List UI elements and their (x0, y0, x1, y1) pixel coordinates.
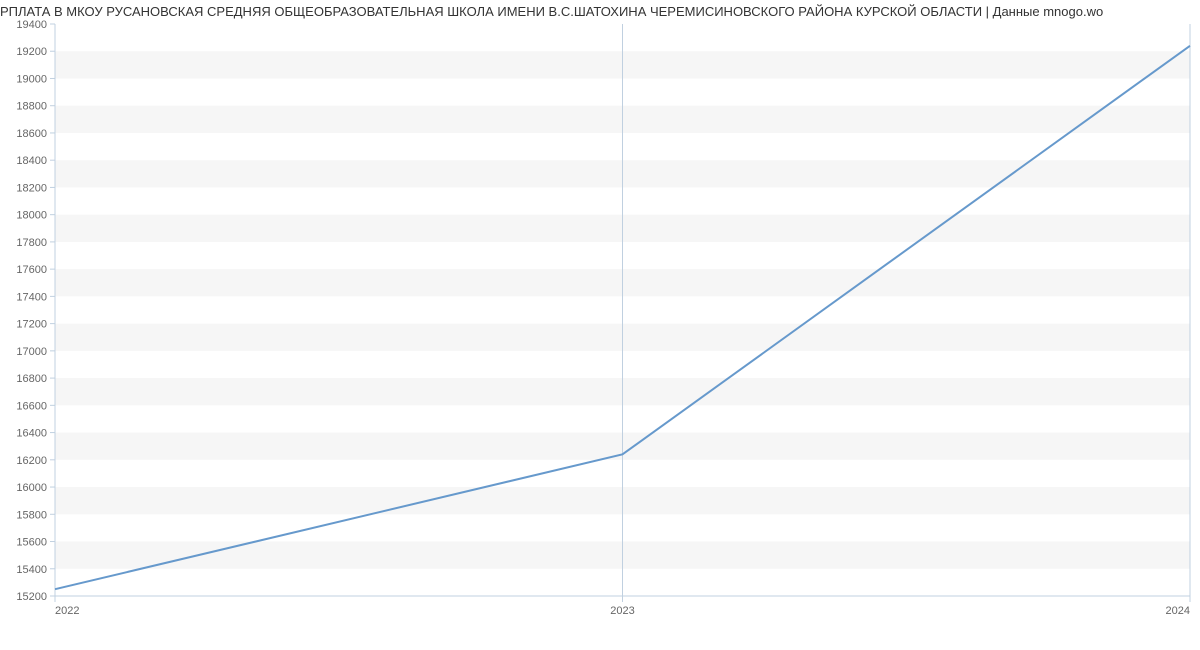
y-tick-label: 17600 (16, 264, 47, 276)
y-tick-label: 18000 (16, 210, 47, 222)
y-tick-label: 15800 (16, 509, 47, 521)
y-tick-label: 15400 (16, 564, 47, 576)
chart-title: РПЛАТА В МКОУ РУСАНОВСКАЯ СРЕДНЯЯ ОБЩЕОБ… (0, 4, 1200, 19)
x-tick-label: 2024 (1166, 605, 1190, 617)
y-tick-label: 18400 (16, 155, 47, 167)
y-tick-label: 16200 (16, 455, 47, 467)
y-tick-label: 19400 (16, 19, 47, 31)
y-tick-label: 18200 (16, 182, 47, 194)
y-tick-label: 16400 (16, 428, 47, 440)
line-chart: 15200 15400 15600 15800 16000 16200 16400 16600… (0, 0, 1200, 650)
y-tick-label: 18800 (16, 101, 47, 113)
y-tick-label: 18600 (16, 128, 47, 140)
y-tick-label: 17000 (16, 346, 47, 358)
y-tick-label: 17800 (16, 237, 47, 249)
y-tick-label: 15200 (16, 591, 47, 603)
y-tick-label: 17400 (16, 291, 47, 303)
y-tick-label: 16800 (16, 373, 47, 385)
y-tick-label: 16600 (16, 400, 47, 412)
y-tick-label: 19000 (16, 73, 47, 85)
x-tick-label: 2023 (610, 605, 634, 617)
y-tick-label: 16000 (16, 482, 47, 494)
y-tick-label: 19200 (16, 46, 47, 58)
y-tick-label: 15600 (16, 537, 47, 549)
x-tick-label: 2022 (55, 605, 79, 617)
y-tick-label: 17200 (16, 319, 47, 331)
